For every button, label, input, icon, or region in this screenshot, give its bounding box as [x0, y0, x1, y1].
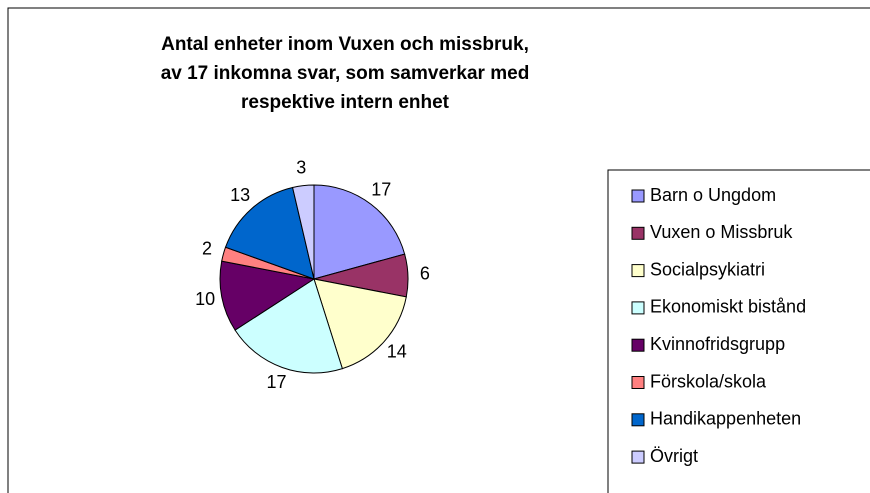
pie-slice	[313, 184, 406, 280]
chart-title: av 17 inkomna svar, som samverkar med	[161, 63, 530, 84]
data-label: 13	[230, 185, 250, 205]
legend-swatch	[631, 189, 645, 203]
chart-title: Antal enheter inom Vuxen och missbruk,	[161, 34, 529, 55]
legend-label: Handikappenheten	[650, 409, 801, 429]
data-label: 14	[387, 342, 407, 362]
pie-slice	[313, 278, 407, 370]
legend-swatch	[631, 450, 645, 464]
data-label: 6	[420, 264, 430, 284]
legend-swatch	[631, 226, 645, 240]
legend-label: Kvinnofridsgrupp	[650, 334, 785, 354]
legend-swatch	[631, 264, 645, 278]
legend-swatch	[631, 376, 645, 389]
pie-slice	[234, 278, 343, 374]
pie-slice	[224, 186, 315, 280]
pie-slice	[219, 260, 316, 331]
chart-title: respektive intern enhet	[241, 92, 450, 113]
data-label: 17	[371, 180, 391, 200]
legend-box	[607, 169, 870, 493]
data-label: 2	[202, 238, 212, 258]
pie-slice	[291, 184, 315, 280]
legend-swatch	[631, 413, 645, 427]
data-label: 17	[266, 372, 286, 392]
data-label: 10	[195, 289, 215, 309]
data-label: 3	[296, 158, 306, 178]
legend-label: Socialpsykiatri	[650, 259, 765, 279]
legend-label: Vuxen o Missbruk	[650, 222, 793, 242]
legend-label: Ekonomiskt bistånd	[650, 297, 806, 317]
legend-label: Barn o Ungdom	[650, 185, 776, 205]
legend-label: Övrigt	[650, 446, 698, 466]
legend-swatch	[631, 338, 645, 352]
legend-label: Förskola/skola	[650, 371, 767, 391]
legend-swatch	[631, 301, 645, 315]
